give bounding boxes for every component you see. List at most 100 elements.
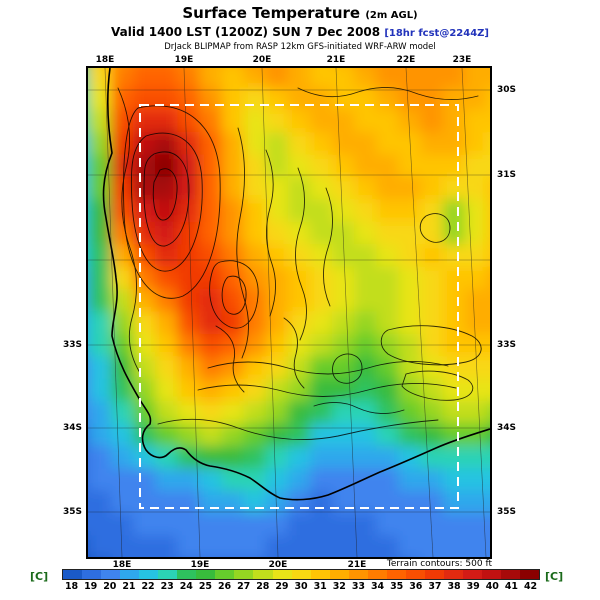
colorbar-tick-label: 20	[103, 581, 117, 592]
colorbar-tick-label: 22	[141, 581, 155, 592]
colorbar-cell	[82, 570, 102, 579]
coastline	[102, 68, 490, 501]
colorbar-cell	[177, 570, 197, 579]
lon-label-bottom: 18E	[112, 560, 132, 570]
contour-line	[313, 402, 405, 414]
colorbar-cell	[405, 570, 425, 579]
colorbar-cell	[386, 570, 406, 579]
contour-line	[295, 167, 307, 341]
terrain-note: Terrain contours: 500 ft	[386, 559, 492, 569]
colorbar-cell	[348, 570, 368, 579]
forecast-hour-tag: [18hr fcst@2244Z]	[384, 28, 489, 39]
colorbar-cell	[63, 570, 83, 579]
lat-label-left: 33S	[62, 340, 82, 350]
colorbar-cell	[234, 570, 254, 579]
contour-line	[117, 87, 141, 374]
title-line: Surface Temperature (2m AGL)	[0, 5, 600, 24]
colorbar-cell	[443, 570, 463, 579]
header: Surface Temperature (2m AGL) Valid 1400 …	[0, 5, 600, 53]
colorbar-tick-label: 30	[294, 581, 308, 592]
colorbar-cell	[520, 570, 540, 579]
colorbar-tick-label: 27	[237, 581, 251, 592]
colorbar-cell	[215, 570, 235, 579]
colorbar-tick-label: 37	[428, 581, 442, 592]
colorbar-cell	[329, 570, 349, 579]
lat-label-right: 35S	[497, 507, 517, 517]
lon-label-bottom: 19E	[190, 560, 210, 570]
contour-line	[123, 105, 221, 299]
lat-lon-graticule	[88, 68, 490, 557]
lon-label-top: 19E	[174, 55, 194, 65]
temperature-map-svg	[88, 68, 490, 557]
contour-line	[265, 149, 276, 317]
contour-line	[152, 168, 178, 221]
lon-label-top: 22E	[396, 55, 416, 65]
colorbar-cell	[139, 570, 159, 579]
colorbar-cell	[158, 570, 178, 579]
colorbar-tick-label: 32	[332, 581, 346, 592]
colorbar-cell	[482, 570, 502, 579]
lat-label-right: 31S	[497, 170, 517, 180]
lat-label-left: 35S	[62, 507, 82, 517]
colorbar	[62, 569, 540, 580]
lon-label-top: 20E	[252, 55, 272, 65]
colorbar-cell	[272, 570, 292, 579]
contour-line	[215, 325, 245, 393]
contour-line	[283, 317, 305, 389]
contour-line	[380, 325, 482, 366]
colorbar-cell	[196, 570, 216, 579]
page-title-suffix: (2m AGL)	[365, 10, 418, 21]
colorbar-cell	[462, 570, 483, 579]
colorbar-tick-label: 24	[179, 581, 193, 592]
contour-line	[221, 275, 247, 315]
map-panel	[86, 66, 492, 559]
colorbar-tick-label: 23	[160, 581, 174, 592]
colorbar-tick-labels: 18 19 20 21 22 23 24 25 26 27 28 29 30 31 32 33 34 35 36 37…	[62, 581, 540, 592]
colorbar-unit-left: [C]	[30, 570, 49, 583]
lat-label-right: 30S	[497, 85, 517, 95]
colorbar-unit-right: [C]	[545, 570, 564, 583]
contour-line	[236, 127, 249, 359]
lon-label-top: 18E	[95, 55, 115, 65]
colorbar-cell	[120, 570, 140, 579]
colorbar-cell	[101, 570, 121, 579]
contour-line	[419, 213, 451, 243]
contour-line	[209, 260, 259, 329]
colorbar-tick-label: 35	[390, 581, 404, 592]
colorbar-tick-label: 21	[122, 581, 136, 592]
colorbar-tick-label: 29	[275, 581, 289, 592]
contour-line	[332, 353, 363, 384]
colorbar-tick-label: 18	[64, 581, 79, 592]
model-domain-boundary	[139, 104, 459, 509]
colorbar-cell	[367, 570, 387, 579]
valid-datetime: Valid 1400 LST (1200Z) SUN 7 Dec 2008	[111, 25, 381, 39]
contour-line	[297, 87, 479, 100]
contour-line	[401, 370, 474, 401]
page-title: Surface Temperature	[182, 4, 361, 22]
contour-line	[143, 151, 190, 247]
colorbar-tick-label: 34	[370, 581, 385, 592]
model-attribution: DrJack BLIPMAP from RASP 12km GFS-initia…	[164, 42, 436, 52]
colorbar-cell	[253, 570, 273, 579]
colorbar-tick-label: 36	[409, 581, 423, 592]
colorbar-cell	[310, 570, 330, 579]
lon-label-bottom: 20E	[268, 560, 288, 570]
contour-line	[130, 132, 203, 272]
colorbar-cell	[291, 570, 311, 579]
colorbar-tick-label: 38	[447, 581, 461, 592]
temperature-field	[88, 68, 490, 557]
lat-label-right: 33S	[497, 340, 517, 350]
contour-line	[157, 418, 439, 441]
colorbar-tick-label: 33	[351, 581, 366, 592]
colorbar-tick-label: 26	[217, 581, 232, 592]
colorbar-tick-label: 39	[466, 581, 480, 592]
colorbar-tick-label: 31	[313, 581, 327, 592]
lon-label-top: 21E	[326, 55, 346, 65]
valid-line: Valid 1400 LST (1200Z) SUN 7 Dec 2008 [1…	[0, 25, 600, 41]
contour-line	[323, 187, 333, 307]
lat-label-right: 34S	[497, 423, 517, 433]
colorbar-tick-label: 19	[84, 581, 98, 592]
colorbar-tick-label: 25	[198, 581, 213, 592]
lon-label-top: 23E	[452, 55, 472, 65]
